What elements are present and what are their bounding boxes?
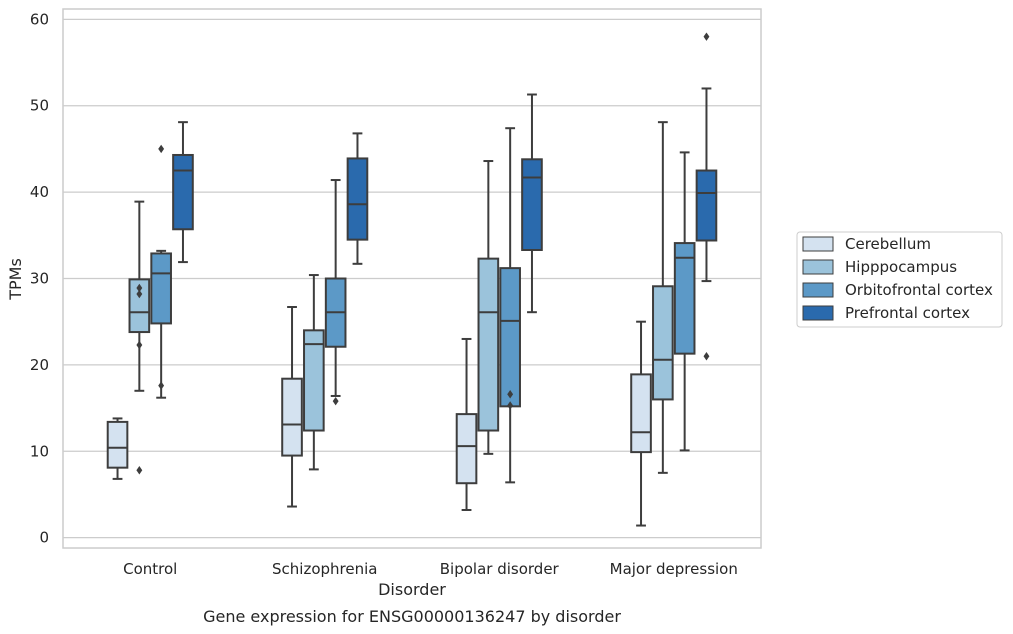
y-tick-label: 20 <box>30 356 49 374</box>
outlier-point <box>158 144 165 154</box>
box-body <box>695 169 718 242</box>
y-tick-label: 50 <box>30 97 49 115</box>
box-body <box>455 413 478 485</box>
box-cerebellum-schizophrenia <box>281 306 303 508</box>
y-tick-labels: 0 10 20 30 40 50 60 <box>30 10 49 546</box>
outlier-point <box>507 401 514 410</box>
box-body <box>106 420 129 469</box>
legend-label: Prefrontal cortex <box>845 304 970 322</box>
box-body <box>630 373 652 454</box>
outlier-point <box>136 340 143 350</box>
box-hipppocampus-major-depression <box>652 121 674 474</box>
x-tick-label: Major depression <box>610 560 738 578</box>
box-body <box>150 252 172 325</box>
x-axis-label: Disorder <box>378 580 446 599</box>
outlier-point <box>136 289 143 299</box>
box-prefrontal-cortex-major-depression <box>695 32 718 361</box>
outlier-point <box>507 390 514 399</box>
y-tick-label: 60 <box>30 10 49 28</box>
y-tick-label: 40 <box>30 183 49 201</box>
box-body <box>521 158 543 251</box>
box-body <box>673 242 696 355</box>
outlier-point <box>158 381 165 390</box>
box-body <box>281 377 303 457</box>
legend-swatch <box>802 305 834 321</box>
box-hipppocampus-schizophrenia <box>303 274 325 471</box>
box-orbitofrontal-cortex-control <box>150 144 172 399</box>
box-cerebellum-bipolar-disorder <box>455 337 478 511</box>
figure-caption: Gene expression for ENSG00000136247 by d… <box>203 607 621 626</box>
box-body <box>499 267 521 408</box>
x-tick-label: Bipolar disorder <box>440 560 560 578</box>
box-prefrontal-cortex-schizophrenia <box>346 132 369 265</box>
box-prefrontal-cortex-control <box>172 121 194 264</box>
box-body <box>346 157 369 241</box>
y-tick-label: 0 <box>39 529 49 547</box>
outlier-point <box>703 32 710 41</box>
legend-label: Cerebellum <box>845 235 931 253</box>
y-tick-label: 10 <box>30 442 49 460</box>
legend-label: Orbitofrontal cortex <box>845 281 993 299</box>
outlier-point <box>136 466 143 475</box>
outlier-point <box>136 283 143 293</box>
box-body <box>303 329 325 432</box>
y-axis-label: TPMs <box>6 258 25 301</box>
legend-swatch <box>802 259 834 275</box>
boxes <box>106 32 718 527</box>
box-body <box>477 257 500 432</box>
box-orbitofrontal-cortex-schizophrenia <box>324 179 347 406</box>
legend-swatch <box>802 236 834 252</box>
x-tick-labels: Control Schizophrenia Bipolar disorder Majo… <box>123 560 738 578</box>
outlier-point <box>332 396 339 406</box>
box-cerebellum-major-depression <box>630 320 652 527</box>
plot-frame <box>62 8 762 549</box>
box-body <box>172 153 194 231</box>
box-body <box>128 278 151 334</box>
x-tick-label: Schizophrenia <box>272 560 377 578</box>
outlier-point <box>703 352 710 361</box>
box-body <box>652 285 674 401</box>
box-hipppocampus-control <box>128 200 151 475</box>
box-prefrontal-cortex-bipolar-disorder <box>521 93 543 314</box>
box-orbitofrontal-cortex-major-depression <box>673 151 696 452</box>
legend: Cerebellum Hipppocampus Orbitofrontal cort… <box>796 231 1003 328</box>
y-tick-label: 30 <box>30 270 49 288</box>
legend-label: Hipppocampus <box>845 258 957 276</box>
legend-frame <box>796 231 1003 328</box>
box-cerebellum-control <box>106 417 129 480</box>
box-hipppocampus-bipolar-disorder <box>477 160 500 455</box>
legend-swatch <box>802 282 834 298</box>
box-orbitofrontal-cortex-bipolar-disorder <box>499 127 521 484</box>
x-tick-label: Control <box>123 560 177 578</box>
